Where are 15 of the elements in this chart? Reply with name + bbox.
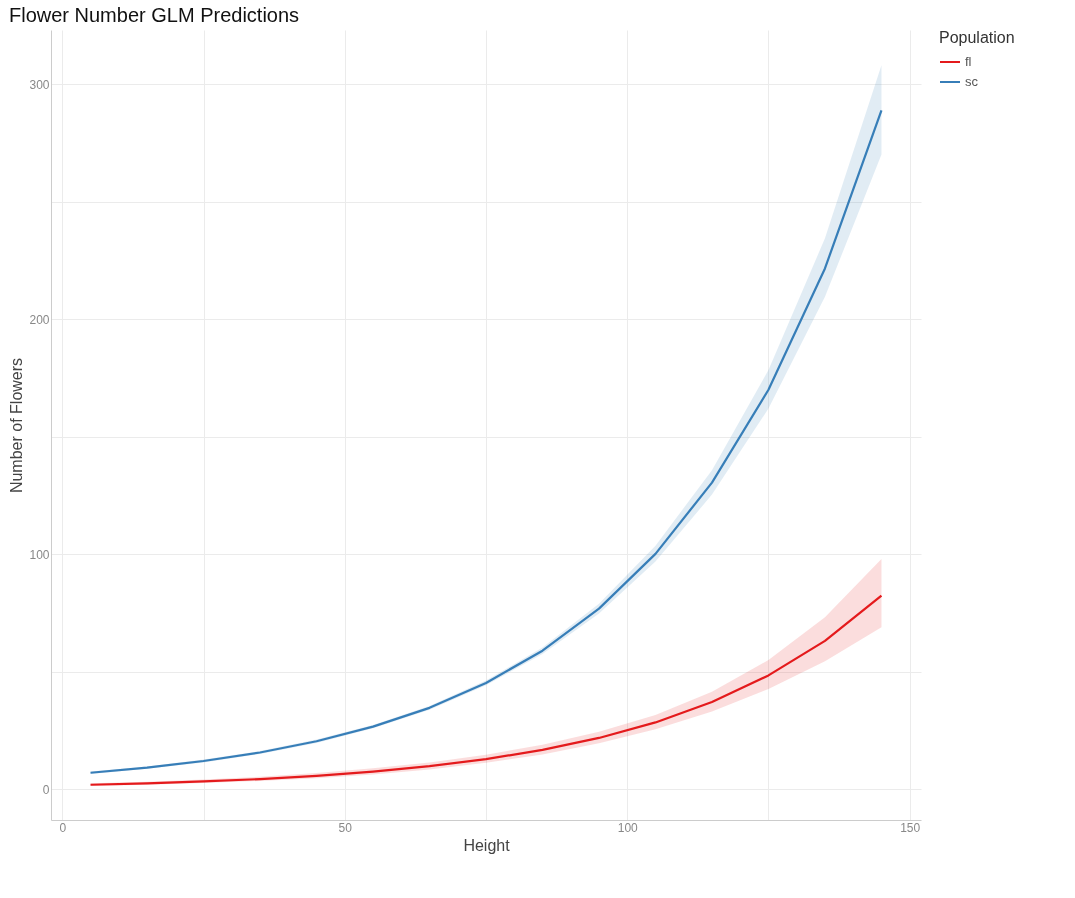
line-series xyxy=(89,594,883,786)
y-tick-label: 200 xyxy=(29,312,50,327)
y-tick-label: 100 xyxy=(29,547,50,562)
y-tick-label: 300 xyxy=(29,77,50,92)
legend-title: Population xyxy=(939,29,1015,46)
y-axis-title: Number of Flowers xyxy=(8,357,26,494)
y-tick-label: 0 xyxy=(42,782,50,797)
chart-title: Flower Number GLM Predictions xyxy=(8,4,300,26)
x-axis-title: Height xyxy=(463,836,511,854)
x-tick-label: 50 xyxy=(338,820,353,835)
legend-label: sc xyxy=(965,74,979,89)
legend-label: fl xyxy=(965,54,972,69)
x-tick-label: 0 xyxy=(59,820,67,835)
x-tick-label: 150 xyxy=(900,820,921,835)
x-tick-label: 100 xyxy=(617,820,639,835)
